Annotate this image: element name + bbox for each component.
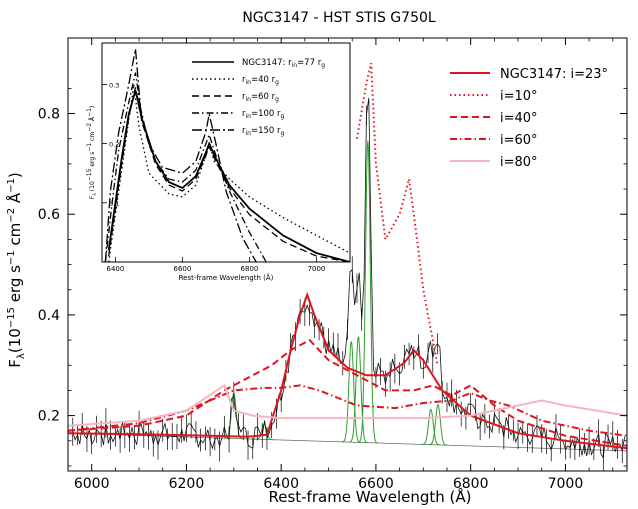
x-axis-label: Rest-frame Wavelength (Å) <box>268 487 471 506</box>
inset-legend-label-4: rin=150 rg <box>242 126 285 137</box>
x-tick-label: 6200 <box>169 476 205 492</box>
y-axis-exp-3: −2 <box>6 208 17 223</box>
y-axis-label-end: ) <box>6 172 24 178</box>
inset-x-tick-label: 6600 <box>174 265 192 273</box>
x-tick-label: 6800 <box>453 476 489 492</box>
narrow-line-6563 <box>348 336 368 444</box>
y-axis-label-units: (10 <box>6 328 24 353</box>
inset-frame <box>101 42 351 263</box>
inset-x-tick-label: 6800 <box>241 265 259 273</box>
y-axis-label-sub: λ <box>16 353 27 359</box>
x-tick-label: 7000 <box>548 476 584 492</box>
inset-legend-label-3: rin=100 rg <box>242 109 285 120</box>
inset-background <box>102 43 350 262</box>
y-axis-exp-4: −1 <box>6 178 17 193</box>
series-continuum <box>68 432 627 452</box>
inset-y-ylabel_exp4: −1 <box>86 108 93 117</box>
inset-y-ylabel_exp3: −2 <box>86 123 93 132</box>
y-axis-label-mid2: cm <box>6 223 24 251</box>
inset-y-tick-label: 0.3 <box>109 81 119 89</box>
inset-x-axis-label: Rest-frame Wavelength (Å) <box>179 273 274 282</box>
inset-legend-label-0: NGC3147: rin=77 rg <box>242 58 325 69</box>
y-axis-label-mid: erg s <box>6 265 24 307</box>
inset-series-2 <box>108 87 350 262</box>
svg-text:Fλ(10−15 erg s−1 cm−2 Å−1): Fλ(10−15 erg s−1 cm−2 Å−1) <box>5 172 27 367</box>
chart-title: NGC3147 - HST STIS G750L <box>242 10 436 26</box>
inset-x-tick-label: 7000 <box>308 265 326 273</box>
y-axis-exp-2: −1 <box>6 250 17 265</box>
inset-y-ylabel_exp1: −15 <box>86 168 93 181</box>
svg-text:Fλ (10−15 erg s−1 cm−2 Å−1): Fλ (10−15 erg s−1 cm−2 Å−1) <box>86 106 98 200</box>
inset-x-tick-label: 6400 <box>106 265 124 273</box>
inset-y-ylabel_sub: λ <box>92 193 98 196</box>
narrow-line-6716 <box>421 408 441 446</box>
inset-y-ylabel_mid: erg s <box>89 152 96 169</box>
series-1 <box>356 62 439 366</box>
legend-label-4: i=80° <box>500 155 538 170</box>
y-tick-label: 0.6 <box>38 207 60 223</box>
series-3 <box>68 384 627 437</box>
inset-y-ylabel_exp2: −1 <box>86 143 93 152</box>
y-axis-exp-1: −15 <box>6 307 17 328</box>
inset-series-1 <box>108 84 350 262</box>
y-tick-label: 0.8 <box>38 107 60 123</box>
series-0 <box>68 291 627 450</box>
y-axis-label: Fλ(10−15 erg s−1 cm−2 Å−1) <box>5 172 27 367</box>
x-tick-label: 6400 <box>263 476 299 492</box>
main-plot: 6000 6200 6400 6600 6800 7000 0.2 0.4 0.6 0.8 NGC3… <box>38 37 628 492</box>
narrow-line-6731 <box>428 403 448 446</box>
inset-y-axis-label: Fλ (10−15 erg s−1 cm−2 Å−1) <box>86 106 98 200</box>
y-tick-label: 0.4 <box>38 308 60 324</box>
inset-y-ylabel_units: (10 <box>89 181 96 193</box>
y-axis-label-mid3: Å <box>5 192 24 208</box>
narrow-line-6548 <box>341 341 361 443</box>
inset-series-4 <box>104 48 257 262</box>
inset-y-ylabel_mid3: Å <box>89 116 96 123</box>
inset-legend-label-2: rin=60 rg <box>242 92 279 103</box>
y-tick-label: 0.2 <box>38 409 60 425</box>
inset-plot: 6400 6600 6800 7000 0.1 0.2 0.3 Rest-frame Wave… <box>86 42 351 282</box>
legend-label-1: i=10° <box>500 89 538 104</box>
inset-y-tick-label: 0.1 <box>109 200 119 208</box>
y-axis-label-f: F <box>6 359 24 368</box>
legend-label-3: i=60° <box>500 133 538 148</box>
series-2 <box>68 338 627 447</box>
inset-y-ylabel_mid2: cm <box>89 132 96 143</box>
series-observed <box>70 97 625 460</box>
legend-label-0: NGC3147: i=23° <box>500 67 608 82</box>
narrow-line-6583 <box>358 140 378 444</box>
inset-y-ylabel_end: ) <box>89 106 96 108</box>
x-tick-label: 6600 <box>358 476 394 492</box>
series-4 <box>68 383 627 427</box>
inset-y-tick-label: 0.2 <box>109 141 119 149</box>
inset-legend-label-1: rin=40 rg <box>242 75 279 86</box>
x-tick-label: 6000 <box>74 476 110 492</box>
main-frame <box>67 37 628 472</box>
inset-y-ylabel_prefix: F <box>89 195 96 199</box>
legend-label-2: i=40° <box>500 111 538 126</box>
